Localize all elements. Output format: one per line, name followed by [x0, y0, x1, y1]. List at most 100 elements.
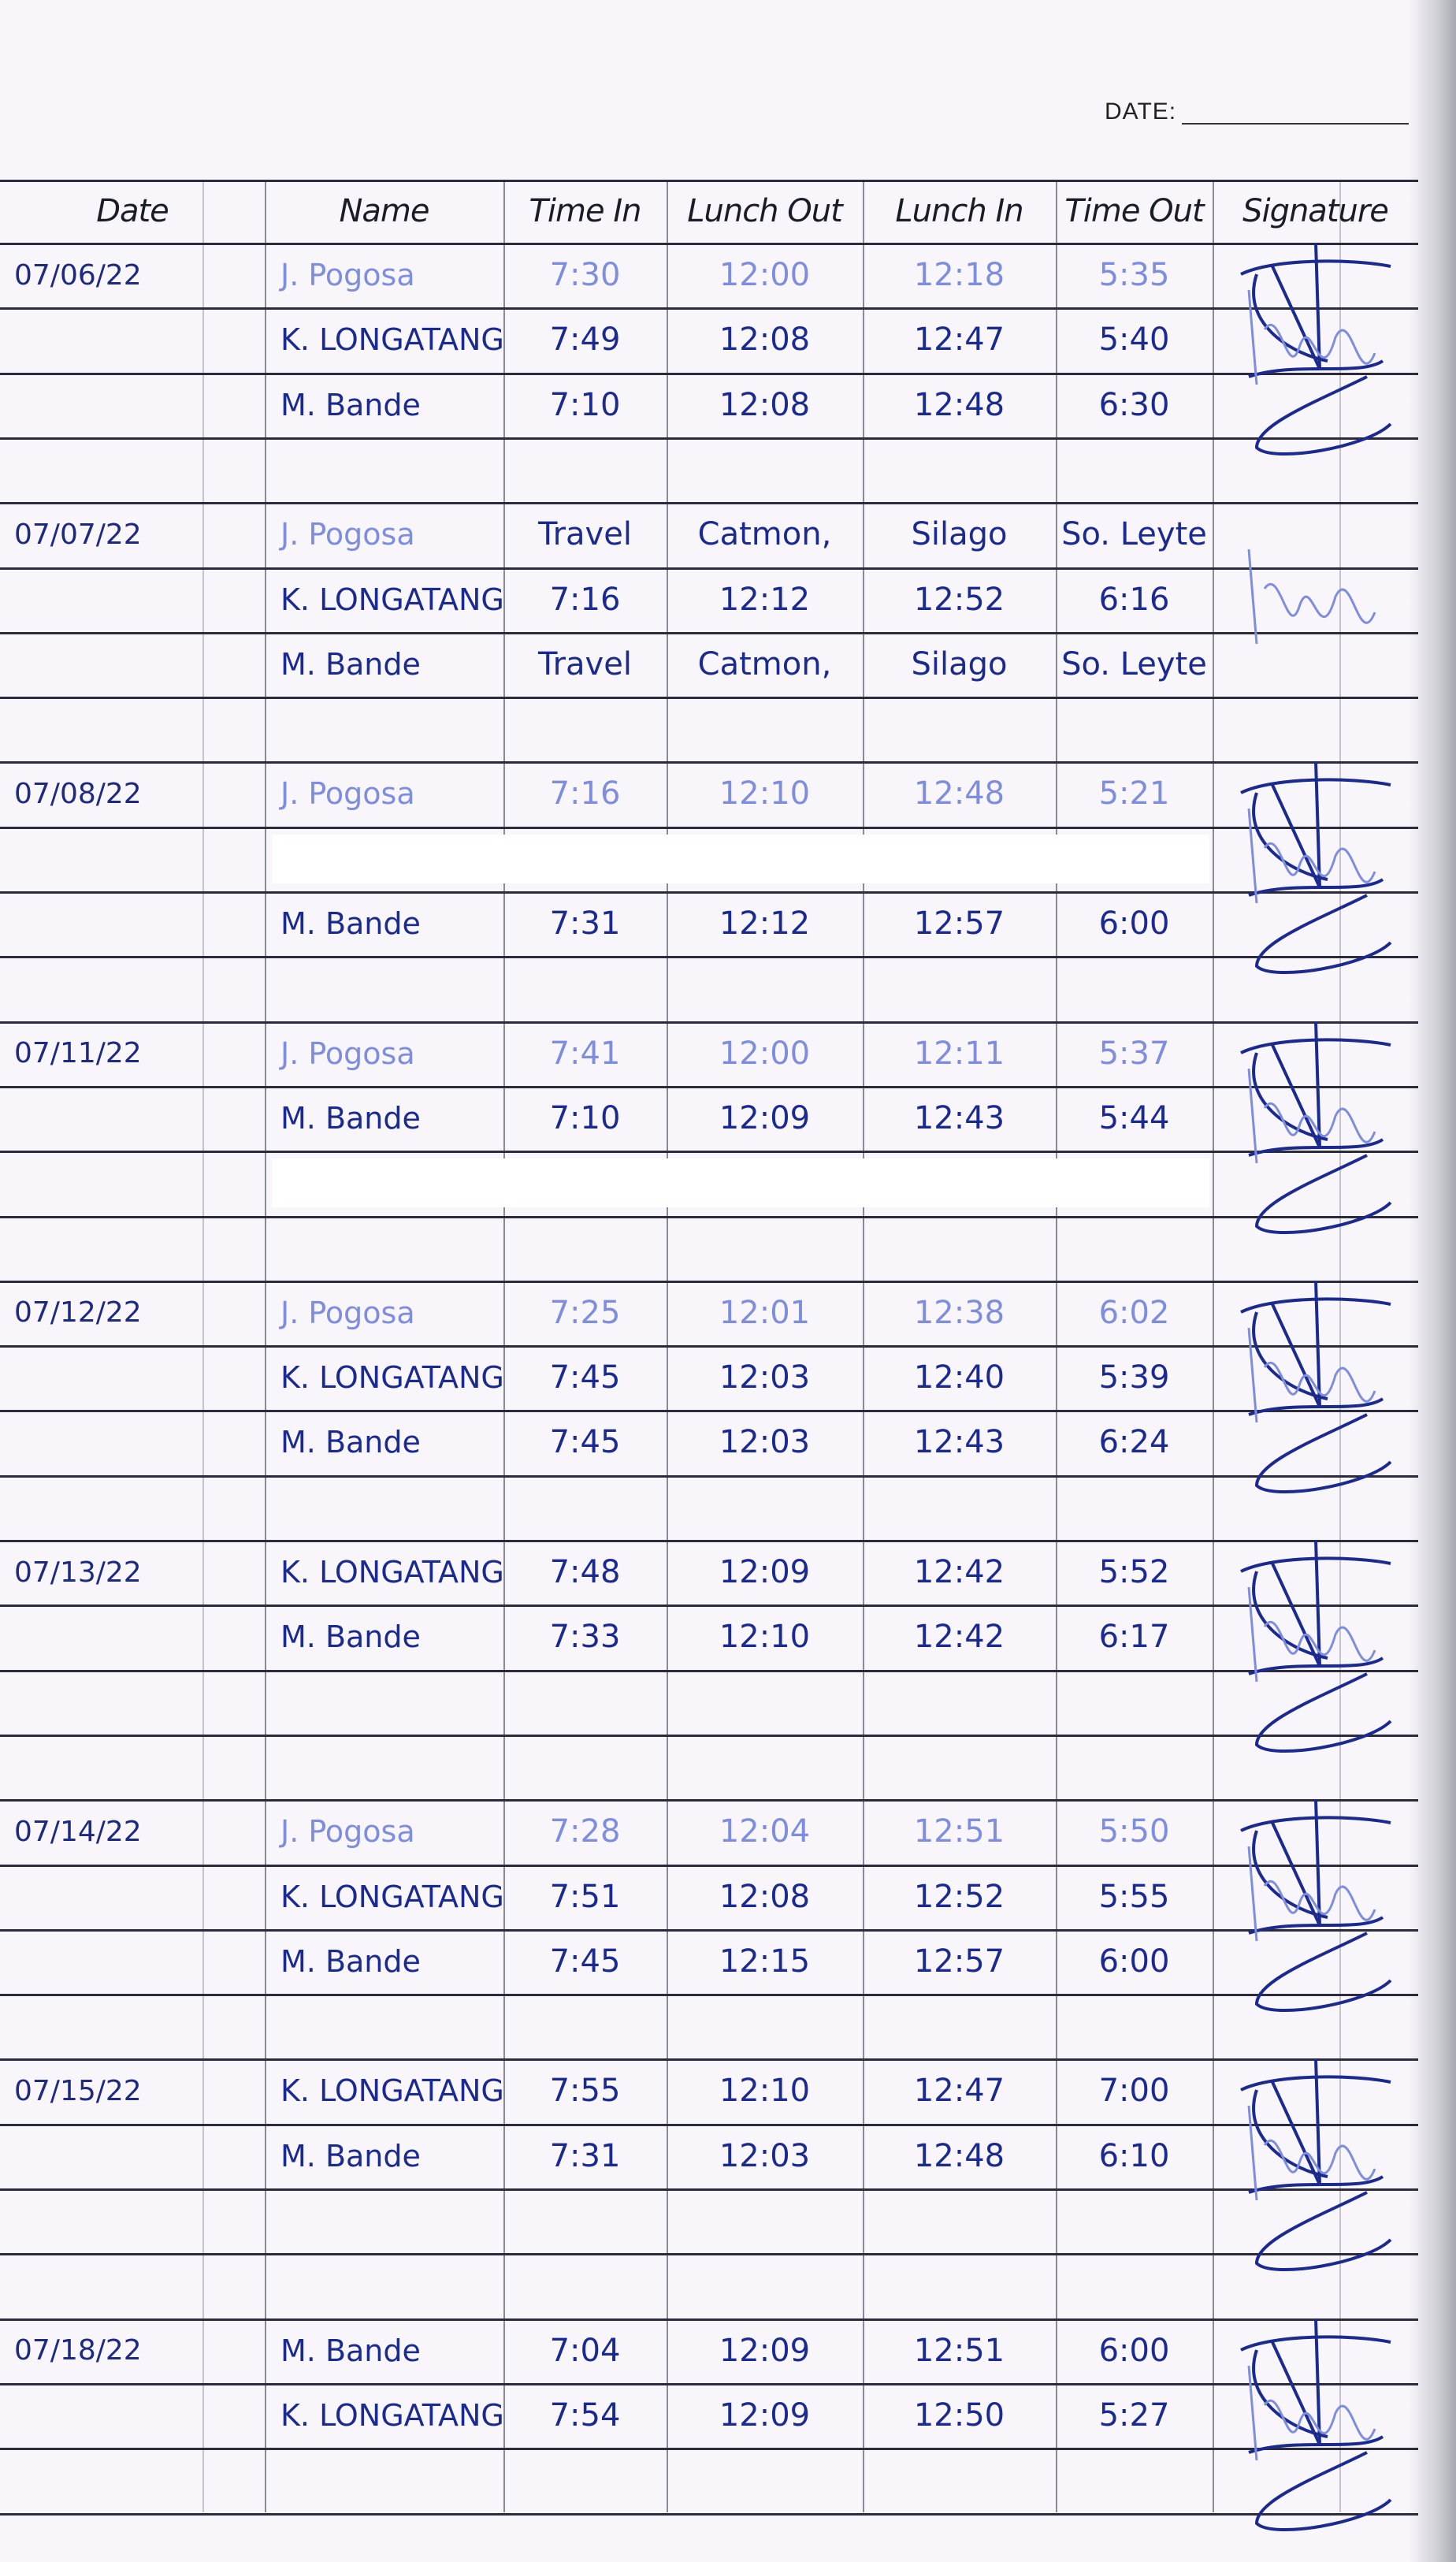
time-in-cell: 7:16: [549, 775, 621, 812]
signature-icon: [1240, 2318, 1392, 2531]
column-header-lunch-out: Lunch Out: [687, 192, 843, 229]
signature-icon: [1240, 761, 1392, 975]
lunch-out-cell: 12:09: [719, 1554, 811, 1590]
row-divider: [0, 2318, 1418, 2321]
row-divider: [0, 1605, 1418, 1608]
lunch-out-cell: 12:15: [719, 1943, 811, 1980]
name-cell: M. Bande: [280, 1943, 421, 1979]
name-cell: K. LONGATANG: [280, 2073, 504, 2109]
lunch-in-cell: 12:48: [913, 775, 1005, 812]
signature-icon: [1247, 549, 1376, 645]
time-out-cell: 5:35: [1098, 257, 1170, 293]
name-cell: J. Pogosa: [280, 1814, 415, 1850]
row-divider: [0, 697, 1418, 700]
name-cell: M. Bande: [280, 1100, 421, 1136]
row-divider: [0, 1215, 1418, 1218]
row-divider: [0, 243, 1418, 245]
time-in-cell: 7:04: [549, 2332, 621, 2369]
row-divider: [0, 1151, 1418, 1154]
name-cell: M. Bande: [280, 2333, 421, 2368]
lunch-out-cell: 12:08: [719, 322, 811, 359]
time-out-cell: 6:00: [1098, 905, 1170, 942]
row-divider: [0, 761, 1418, 764]
date-cell: 07/11/22: [14, 1037, 142, 1070]
row-divider: [0, 567, 1418, 570]
time-out-cell: 5:52: [1098, 1554, 1170, 1590]
column-header-signature: Signature: [1242, 192, 1389, 229]
time-in-cell: 7:51: [549, 1878, 621, 1915]
name-cell: K. LONGATANG: [280, 2397, 504, 2433]
row-divider: [0, 1799, 1418, 1802]
signature-icon: [1240, 1021, 1392, 1234]
row-divider: [0, 956, 1418, 959]
signature-icon: [1240, 1799, 1392, 2013]
time-in-cell: 7:33: [549, 1619, 621, 1656]
time-out-cell: 6:02: [1098, 1294, 1170, 1331]
column-header-time-in: Time In: [529, 192, 642, 229]
lunch-in-cell: 12:42: [913, 1554, 1005, 1590]
lunch-out-cell: 12:00: [719, 1035, 811, 1072]
time-in-cell: 7:48: [549, 1554, 621, 1590]
signature-icon: [1240, 1280, 1392, 1493]
row-divider: [0, 891, 1418, 894]
row-divider: [0, 2512, 1418, 2516]
name-cell: J. Pogosa: [280, 1036, 415, 1071]
lunch-out-cell: 12:10: [719, 775, 811, 812]
name-cell: M. Bande: [280, 646, 421, 682]
lunch-in-cell: 12:50: [913, 2397, 1005, 2434]
row-divider: [0, 1085, 1418, 1088]
date-cell: 07/08/22: [14, 777, 142, 810]
lunch-out-cell: 12:10: [719, 1619, 811, 1656]
name-cell: K. LONGATANG: [280, 1360, 504, 1396]
name-cell: M. Bande: [280, 1425, 421, 1460]
time-out-cell: So. Leyte: [1061, 516, 1207, 553]
lunch-out-cell: 12:10: [719, 2073, 811, 2110]
lunch-in-cell: 12:48: [913, 386, 1005, 423]
time-in-cell: 7:25: [549, 1294, 621, 1331]
column-header-time-out: Time Out: [1064, 192, 1204, 229]
date-cell: 07/14/22: [14, 1815, 142, 1848]
time-in-cell: 7:55: [549, 2073, 621, 2110]
time-in-cell: 7:41: [549, 1035, 621, 1072]
time-out-cell: 6:24: [1098, 1424, 1170, 1461]
row-divider: [0, 437, 1418, 440]
lunch-in-cell: 12:47: [913, 2073, 1005, 2110]
time-out-cell: 5:44: [1098, 1099, 1170, 1136]
row-divider: [0, 1540, 1418, 1542]
date-label: DATE:: [1105, 99, 1177, 125]
time-out-cell: 5:50: [1098, 1813, 1170, 1850]
lunch-out-cell: 12:00: [719, 257, 811, 293]
lunch-out-cell: 12:09: [719, 2332, 811, 2369]
row-divider: [0, 307, 1418, 310]
row-divider: [0, 372, 1418, 375]
time-out-cell: 5:37: [1098, 1035, 1170, 1072]
date-cell: 07/12/22: [14, 1296, 142, 1329]
lunch-in-cell: 12:11: [913, 1035, 1005, 1072]
time-out-cell: 6:17: [1098, 1619, 1170, 1656]
redacted-row: [272, 834, 1209, 883]
lunch-out-cell: 12:09: [719, 2397, 811, 2434]
date-cell: 07/15/22: [14, 2074, 142, 2107]
row-divider: [0, 1994, 1418, 1997]
redacted-row: [272, 1158, 1209, 1208]
time-in-cell: 7:28: [549, 1813, 621, 1850]
row-divider: [0, 2188, 1418, 2191]
name-cell: J. Pogosa: [280, 1295, 415, 1330]
time-out-cell: 5:55: [1098, 1878, 1170, 1915]
row-divider: [0, 1669, 1418, 1672]
row-divider: [0, 1864, 1418, 1867]
time-in-cell: 7:45: [549, 1943, 621, 1980]
date-field-line: [1182, 123, 1409, 125]
row-divider: [0, 1928, 1418, 1932]
row-divider: [0, 1734, 1418, 1737]
time-out-cell: 6:30: [1098, 386, 1170, 423]
name-cell: K. LONGATANG: [280, 1555, 504, 1590]
lunch-out-cell: 12:08: [719, 386, 811, 423]
row-divider: [0, 1345, 1418, 1348]
time-in-cell: 7:10: [549, 386, 621, 423]
time-out-cell: 6:00: [1098, 1943, 1170, 1980]
lunch-out-cell: 12:01: [719, 1294, 811, 1331]
time-out-cell: 6:16: [1098, 581, 1170, 618]
column-header-lunch-in: Lunch In: [895, 192, 1023, 229]
lunch-in-cell: 12:43: [913, 1424, 1005, 1461]
